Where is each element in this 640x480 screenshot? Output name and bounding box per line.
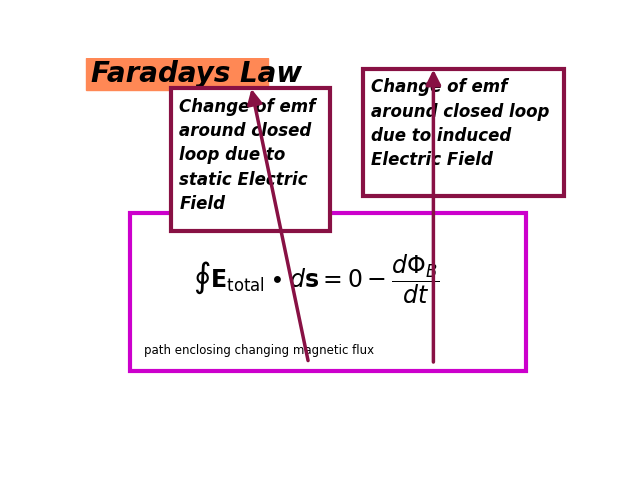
FancyBboxPatch shape <box>363 69 564 196</box>
Text: Change of emf
around closed loop
due to induced
Electric Field: Change of emf around closed loop due to … <box>371 78 549 169</box>
Text: $\oint \mathbf{E}_{\mathrm{total}} \bullet d\mathbf{s} = 0 - \dfrac{d\Phi_B}{dt}: $\oint \mathbf{E}_{\mathrm{total}} \bull… <box>193 252 439 306</box>
FancyBboxPatch shape <box>131 213 525 371</box>
FancyBboxPatch shape <box>86 58 268 90</box>
Text: Change of emf
around closed
loop due to
static Electric
Field: Change of emf around closed loop due to … <box>179 97 316 213</box>
FancyBboxPatch shape <box>172 88 330 231</box>
Text: Faradays Law: Faradays Law <box>91 60 302 88</box>
Text: path enclosing changing magnetic flux: path enclosing changing magnetic flux <box>145 344 374 357</box>
